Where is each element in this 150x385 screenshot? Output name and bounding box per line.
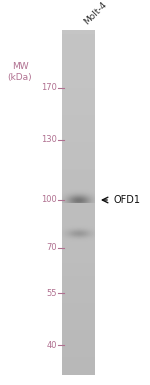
Text: Molt-4: Molt-4 <box>82 0 109 26</box>
Text: 40: 40 <box>46 340 57 350</box>
Text: 70: 70 <box>46 243 57 253</box>
Text: MW
(kDa): MW (kDa) <box>8 62 32 82</box>
Text: 130: 130 <box>41 136 57 144</box>
Text: OFD1: OFD1 <box>113 195 140 205</box>
Text: 55: 55 <box>46 288 57 298</box>
Text: 170: 170 <box>41 84 57 92</box>
Text: 100: 100 <box>41 196 57 204</box>
